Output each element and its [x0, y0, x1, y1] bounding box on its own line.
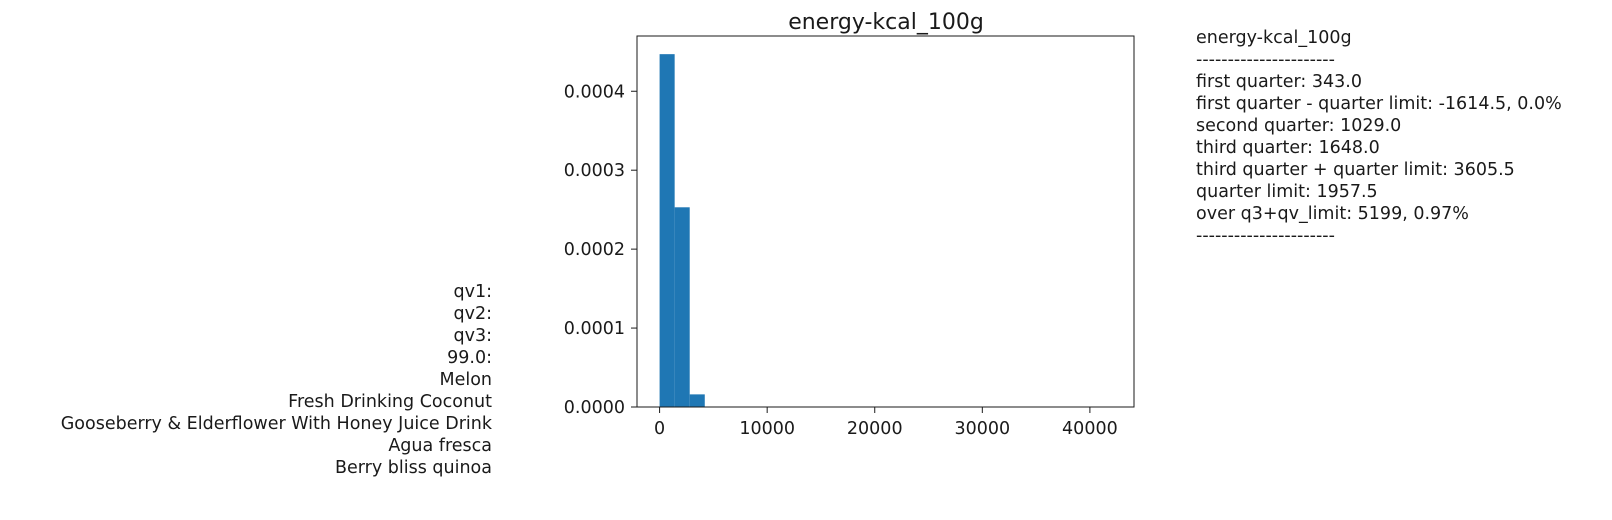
x-tick-label: 30000: [954, 419, 1010, 439]
left-label: Fresh Drinking Coconut: [288, 392, 492, 412]
x-axis-ticks: 0 10000 20000 30000 40000: [654, 407, 1118, 439]
bars-group: [659, 54, 705, 407]
left-label: qv3:: [453, 326, 493, 346]
axes-frame: [636, 35, 1135, 408]
left-label: Agua fresca: [388, 436, 492, 456]
stats-line: third quarter + quarter limit: 3605.5: [1196, 160, 1515, 180]
histogram-bar: [659, 54, 675, 407]
y-tick-label: 0.0000: [564, 398, 625, 418]
x-tick-label: 10000: [739, 419, 795, 439]
stats-line: over q3+qv_limit: 5199, 0.97%: [1196, 204, 1469, 224]
left-label: qv1:: [453, 282, 493, 302]
x-tick-label: 0: [654, 419, 665, 439]
stats-line: energy-kcal_100g: [1196, 28, 1352, 48]
x-tick-label: 40000: [1062, 419, 1118, 439]
y-axis-ticks: 0.0000 0.0001 0.0002 0.0003 0.0004: [564, 82, 637, 418]
stats-line: first quarter: 343.0: [1196, 72, 1362, 92]
stats-line: ----------------------: [1196, 50, 1335, 70]
left-label: Melon: [439, 370, 492, 390]
stats-line: ----------------------: [1196, 226, 1335, 246]
left-label: qv2:: [453, 304, 493, 324]
left-label: Berry bliss quinoa: [335, 458, 492, 478]
y-tick-label: 0.0001: [564, 319, 625, 339]
x-tick-label: 20000: [847, 419, 903, 439]
left-label: Gooseberry & Elderflower With Honey Juic…: [60, 414, 492, 434]
stats-line: third quarter: 1648.0: [1196, 138, 1380, 158]
y-tick-label: 0.0002: [564, 240, 625, 260]
stats-line: second quarter: 1029.0: [1196, 116, 1402, 136]
stats-line: first quarter - quarter limit: -1614.5, …: [1196, 94, 1562, 114]
chart-title: energy-kcal_100g: [788, 10, 984, 35]
left-label: 99.0:: [447, 348, 492, 368]
y-tick-label: 0.0004: [564, 82, 625, 102]
histogram-bar: [674, 207, 690, 407]
stats-panel: energy-kcal_100g ---------------------- …: [1196, 27, 1562, 247]
y-tick-label: 0.0003: [564, 161, 625, 181]
left-labels: qv1: qv2: qv3: 99.0: Melon Fresh Drinkin…: [61, 281, 492, 479]
histogram-bar: [689, 394, 705, 407]
stats-line: quarter limit: 1957.5: [1196, 182, 1378, 202]
